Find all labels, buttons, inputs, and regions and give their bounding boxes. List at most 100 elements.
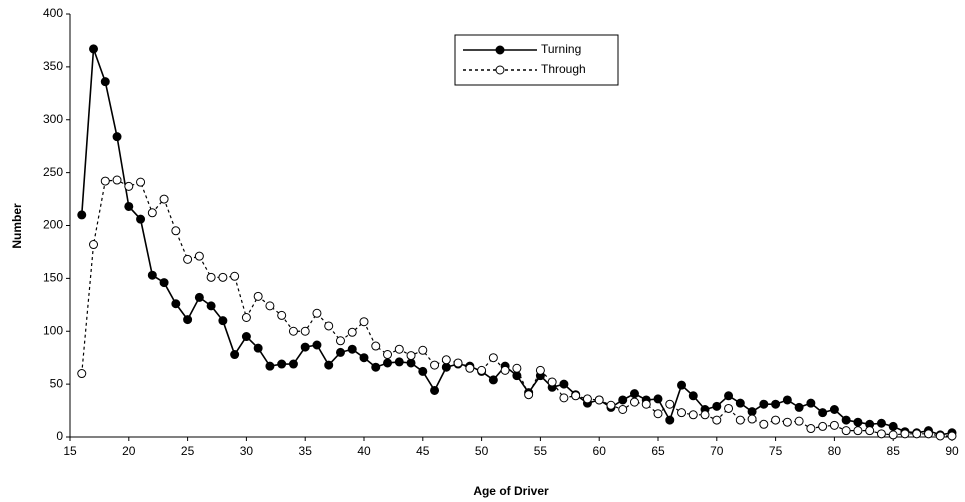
- data-point: [347, 327, 357, 337]
- data-point: [653, 394, 663, 404]
- x-tick-label: 35: [299, 444, 313, 458]
- data-point: [559, 393, 569, 403]
- data-point: [923, 429, 933, 439]
- data-point: [641, 399, 651, 409]
- data-point: [912, 429, 922, 439]
- data-point: [371, 362, 381, 372]
- data-point: [394, 344, 404, 354]
- data-point: [89, 240, 99, 250]
- x-tick-label: 50: [475, 444, 489, 458]
- data-point: [277, 310, 287, 320]
- data-point: [806, 424, 816, 434]
- data-point: [112, 132, 122, 142]
- data-point: [100, 77, 110, 87]
- data-point: [853, 426, 863, 436]
- data-point: [230, 350, 240, 360]
- data-point: [206, 272, 216, 282]
- data-point: [629, 389, 639, 399]
- data-point: [759, 419, 769, 429]
- data-point: [441, 355, 451, 365]
- legend-label: Through: [541, 62, 586, 76]
- x-axis-title: Age of Driver: [473, 484, 549, 498]
- data-point: [771, 415, 781, 425]
- data-point: [77, 210, 87, 220]
- y-axis-title: Number: [10, 203, 24, 249]
- data-point: [77, 369, 87, 379]
- data-point: [665, 415, 675, 425]
- x-tick-label: 85: [887, 444, 901, 458]
- data-point: [312, 308, 322, 318]
- data-point: [747, 407, 757, 417]
- data-point: [465, 363, 475, 373]
- data-point: [794, 416, 804, 426]
- data-point: [453, 358, 463, 368]
- data-point: [771, 399, 781, 409]
- data-point: [194, 251, 204, 261]
- data-point: [712, 415, 722, 425]
- y-tick-label: 250: [43, 165, 63, 179]
- legend-label: Turning: [541, 42, 581, 56]
- data-point: [712, 401, 722, 411]
- data-point: [277, 359, 287, 369]
- data-point: [230, 271, 240, 281]
- data-point: [265, 361, 275, 371]
- y-tick-label: 50: [50, 376, 64, 390]
- data-point: [618, 405, 628, 415]
- data-point: [324, 321, 334, 331]
- x-tick-label: 20: [122, 444, 136, 458]
- data-point: [724, 403, 734, 413]
- data-point: [183, 254, 193, 264]
- data-point: [947, 431, 957, 441]
- data-point: [335, 347, 345, 357]
- data-point: [441, 362, 451, 372]
- data-point: [418, 345, 428, 355]
- y-tick-label: 300: [43, 112, 63, 126]
- legend-box: [454, 34, 619, 86]
- data-point: [147, 270, 157, 280]
- data-point: [324, 360, 334, 370]
- x-tick-label: 40: [357, 444, 371, 458]
- data-point: [371, 341, 381, 351]
- data-point: [782, 417, 792, 427]
- data-point: [818, 421, 828, 431]
- data-point: [206, 301, 216, 311]
- data-point: [430, 385, 440, 395]
- data-point: [759, 399, 769, 409]
- data-point: [171, 299, 181, 309]
- data-point: [159, 278, 169, 288]
- data-point: [136, 214, 146, 224]
- data-point: [724, 391, 734, 401]
- data-point: [406, 358, 416, 368]
- data-point: [559, 379, 569, 389]
- y-tick-label: 200: [43, 218, 63, 232]
- data-point: [782, 395, 792, 405]
- data-point: [524, 390, 534, 400]
- data-point: [618, 395, 628, 405]
- y-tick-label: 100: [43, 323, 63, 337]
- x-tick-label: 90: [945, 444, 959, 458]
- data-point: [865, 426, 875, 436]
- y-tick-label: 400: [43, 6, 63, 20]
- data-point: [571, 391, 581, 401]
- data-point: [841, 426, 851, 436]
- data-point: [430, 360, 440, 370]
- data-point: [677, 380, 687, 390]
- data-point: [406, 351, 416, 361]
- data-point: [100, 176, 110, 186]
- data-point: [688, 391, 698, 401]
- data-point: [183, 315, 193, 325]
- data-point: [900, 429, 910, 439]
- x-tick-label: 65: [651, 444, 665, 458]
- data-point: [241, 332, 251, 342]
- data-point: [488, 353, 498, 363]
- x-tick-label: 55: [534, 444, 548, 458]
- data-point: [383, 358, 393, 368]
- legend-marker: [495, 45, 505, 55]
- data-point: [300, 326, 310, 336]
- data-point: [500, 365, 510, 375]
- data-point: [394, 357, 404, 367]
- data-point: [265, 301, 275, 311]
- x-tick-label: 60: [593, 444, 607, 458]
- data-point: [218, 272, 228, 282]
- data-point: [300, 342, 310, 352]
